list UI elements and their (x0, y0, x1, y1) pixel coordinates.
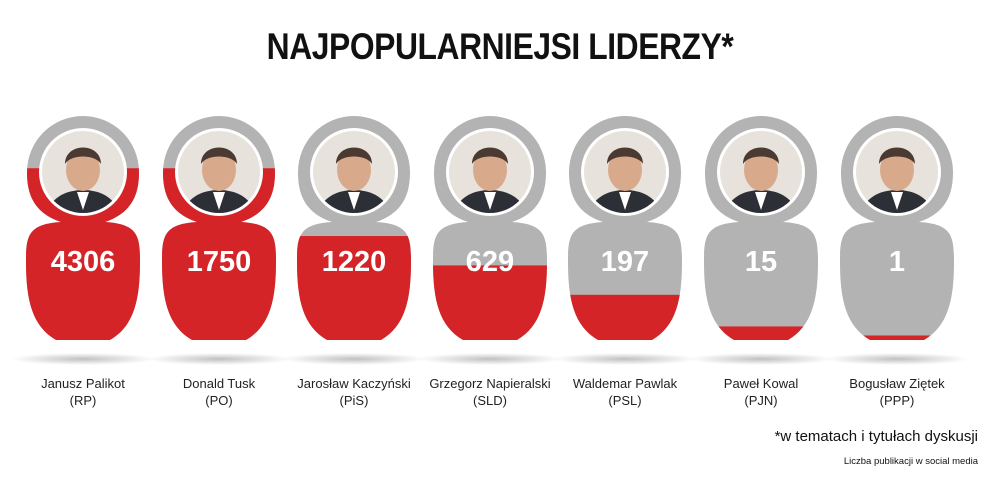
leader-label: Grzegorz Napieralski (SLD) (420, 375, 560, 409)
leader-figure: 4306 (11, 116, 155, 365)
leader-name: Bogusław Ziętek (849, 376, 945, 391)
leader-label: Jarosław Kaczyński (PiS) (284, 375, 424, 409)
person-icon (49, 147, 117, 213)
leader-party: (RP) (69, 393, 97, 408)
value-fill-bar (433, 265, 547, 340)
figure-shadow (418, 353, 562, 365)
leader-name: Paweł Kowal (723, 376, 799, 391)
leader-party: (PJN) (744, 393, 778, 408)
person-icon (185, 147, 253, 213)
source-note: Liczba publikacji w social media (843, 456, 978, 467)
leader-party: (PO) (205, 393, 233, 408)
value-label: 1750 (187, 246, 252, 278)
leader-label: Bogusław Ziętek (PPP) (827, 375, 967, 409)
value-fill-bar (568, 294, 682, 340)
leader-party: (PSL) (608, 393, 642, 408)
leader-figure: 197 (553, 116, 697, 365)
value-label: 1 (889, 246, 905, 278)
figure-shadow (553, 353, 697, 365)
leader-name: Grzegorz Napieralski (429, 376, 551, 391)
value-label: 629 (466, 246, 514, 278)
leader-party: (SLD) (473, 393, 507, 408)
figure-shadow (825, 353, 969, 365)
value-fill-bar (704, 326, 818, 340)
value-label: 1220 (322, 246, 387, 278)
figure-shadow (147, 353, 291, 365)
footnote: *w tematach i tytułach dyskusji (774, 428, 978, 445)
leader-party: (PPP) (879, 393, 915, 408)
person-icon (591, 147, 659, 213)
leader-name: Janusz Palikot (41, 376, 125, 391)
leader-label: Donald Tusk (PO) (149, 375, 289, 409)
value-label: 4306 (51, 246, 116, 278)
value-fill-bar (297, 236, 411, 340)
leader-party: (PiS) (339, 393, 369, 408)
value-label: 15 (745, 246, 777, 278)
value-fill-bar (840, 335, 954, 340)
chart-title: NAJPOPULARNIEJSI LIDERZY* (266, 26, 734, 67)
leader-figure: 1750 (147, 116, 291, 365)
figure-shadow (11, 353, 155, 365)
figure-shadow (689, 353, 833, 365)
leader-label: Paweł Kowal (PJN) (691, 375, 831, 409)
figure-shadow (282, 353, 426, 365)
leader-figure: 1 (825, 116, 969, 365)
leader-label: Waldemar Pawlak (PSL) (555, 375, 695, 409)
person-icon (863, 147, 931, 213)
leader-name: Waldemar Pawlak (572, 376, 678, 391)
person-icon (727, 147, 795, 213)
person-icon (456, 147, 524, 213)
leader-name: Donald Tusk (182, 376, 256, 391)
leader-figure: 15 (689, 116, 833, 365)
leader-label: Janusz Palikot (RP) (13, 375, 153, 409)
leader-figure: 1220 (282, 116, 426, 365)
leader-name: Jarosław Kaczyński (297, 376, 411, 391)
person-icon (320, 147, 388, 213)
leader-figure: 629 (418, 116, 562, 365)
value-label: 197 (601, 246, 649, 278)
